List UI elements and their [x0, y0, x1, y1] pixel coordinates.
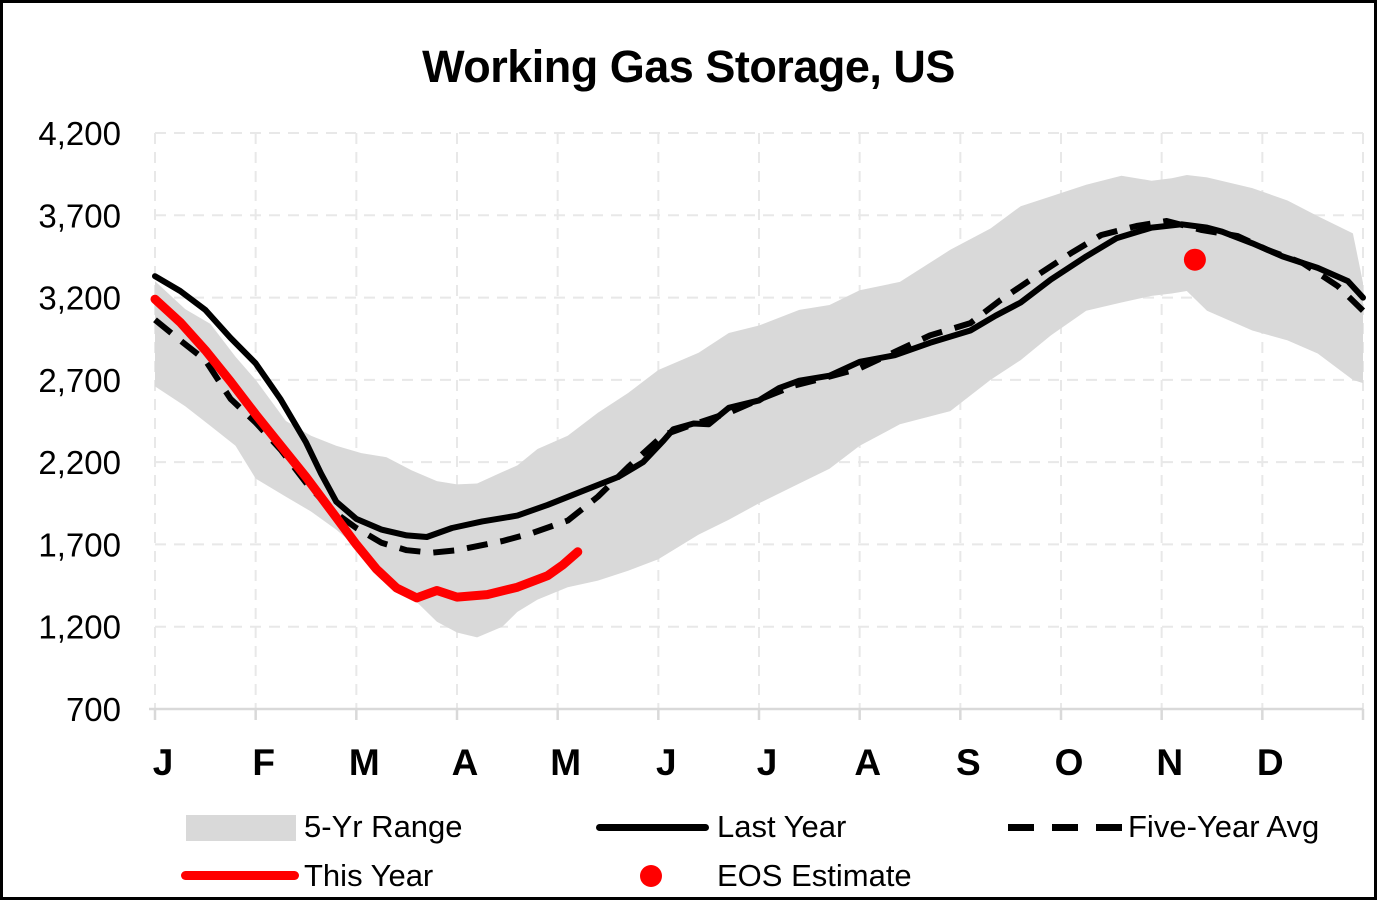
- x-tick-label: S: [956, 742, 981, 783]
- x-tick-label: J: [153, 742, 174, 783]
- y-tick-label: 3,700: [38, 197, 121, 234]
- chart-canvas: 4,200 3,700 3,200 2,700 2,200 1,700 1,200 700 J F…: [38, 115, 1366, 783]
- y-tick-label: 3,200: [38, 280, 121, 317]
- y-tick-label: 1,200: [38, 609, 121, 646]
- y-tick-label: 700: [66, 691, 121, 728]
- legend-swatch-five-year-avg-icon: [1008, 824, 1122, 831]
- band-5yr-range: [155, 175, 1363, 638]
- x-tick-label: D: [1257, 742, 1284, 783]
- legend-label-eos-estimate: EOS Estimate: [717, 858, 912, 893]
- x-tick-label: M: [349, 742, 380, 783]
- y-tick-label: 2,700: [38, 362, 121, 399]
- x-tick-label: F: [252, 742, 275, 783]
- x-tick-label: O: [1055, 742, 1084, 783]
- legend-label-last-year: Last Year: [717, 809, 847, 844]
- y-tick-label: 1,700: [38, 526, 121, 563]
- x-tick-label: J: [757, 742, 778, 783]
- legend-label-five-year-avg: Five-Year Avg: [1128, 809, 1320, 844]
- marker-eos-estimate: [1183, 248, 1206, 271]
- line-last-year: [152, 221, 1366, 540]
- legend-label-5yr-range: 5-Yr Range: [304, 809, 463, 844]
- line-this-year: [150, 294, 583, 603]
- x-tick-label: N: [1156, 742, 1183, 783]
- x-tick-label: M: [550, 742, 581, 783]
- legend-swatch-last-year-icon: [596, 824, 709, 831]
- x-tick-label: J: [656, 742, 677, 783]
- legend-swatch-this-year-icon: [181, 871, 299, 880]
- y-tick-label: 2,200: [38, 444, 121, 481]
- chart-title: Working Gas Storage, US: [422, 41, 955, 92]
- x-tick-label: A: [854, 742, 881, 783]
- x-tick-label: A: [452, 742, 479, 783]
- legend-swatch-5yr-range-icon: [186, 815, 296, 841]
- legend-label-this-year: This Year: [304, 858, 434, 893]
- y-tick-label: 4,200: [38, 115, 121, 152]
- legend-swatch-eos-estimate-icon: [640, 865, 662, 887]
